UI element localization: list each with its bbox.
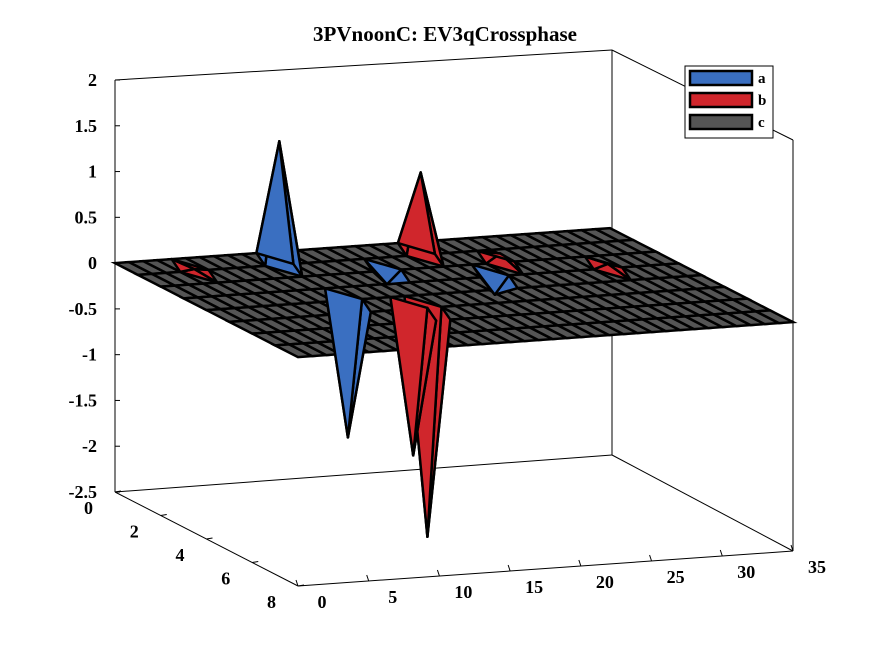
y-tick-label: 0 (84, 498, 93, 518)
y-tick-label: 4 (176, 545, 185, 565)
z-tick-label: 0.5 (75, 207, 98, 227)
x-tick-mark (790, 544, 794, 552)
spike-b (170, 257, 219, 284)
legend-swatch-a (688, 69, 754, 87)
spike-face (323, 287, 364, 439)
x-tick-mark (507, 564, 511, 572)
spike-b (583, 255, 633, 282)
spike-face (362, 257, 403, 286)
y-tick-label: 8 (267, 592, 276, 612)
spike-face (255, 140, 295, 266)
z-tick-label: -0.5 (69, 299, 98, 319)
x-tick-label: 15 (525, 577, 543, 597)
z-tick-label: 1.5 (75, 116, 98, 136)
x-tick-mark (578, 559, 582, 567)
y-tick-mark (206, 537, 213, 540)
spike-b (389, 295, 438, 457)
spike-a (255, 140, 304, 278)
y-tick-mark (160, 514, 167, 516)
x-tick-label: 10 (454, 582, 472, 602)
x-tick-label: 5 (388, 587, 397, 607)
z-tick-label: -1.5 (69, 390, 98, 410)
y-tick-mark (252, 561, 259, 563)
legend-label-a: a (758, 71, 766, 87)
surface-c (110, 226, 798, 359)
z-tick-label: 0 (88, 253, 97, 273)
x-tick-mark (719, 549, 723, 557)
z-tick-label: 2 (88, 70, 97, 90)
spike-face (476, 249, 516, 263)
y-tick-label: 2 (130, 522, 139, 542)
x-tick-mark (295, 579, 299, 587)
surface-layer (110, 140, 798, 539)
legend-swatch-b (688, 91, 754, 109)
spike-b (476, 249, 525, 276)
z-tick-label: 1 (88, 162, 97, 182)
spike-a (362, 257, 412, 286)
spike-b (396, 171, 445, 268)
z-tick-label: -1 (82, 345, 97, 365)
spike-a (470, 263, 519, 296)
spike-face (470, 263, 511, 296)
spike-face (170, 257, 210, 272)
spike-a (323, 287, 373, 439)
x-tick-label: 25 (667, 567, 685, 587)
x-tick-mark (366, 574, 370, 582)
z-tick-label: -2 (82, 436, 97, 456)
y-tick-mark (114, 490, 122, 493)
x-tick-label: 0 (318, 592, 327, 612)
x-tick-mark (436, 569, 440, 577)
spike-face (389, 295, 429, 457)
y-tick-mark (297, 584, 305, 587)
legend-label-c: c (758, 115, 765, 131)
ticks-layer: 21.510.50-0.5-1-1.5-2-2.50 5 10 15 20 25 30 350… (69, 70, 827, 612)
z-tick-label: -2.5 (69, 482, 98, 502)
spike-face (396, 171, 437, 256)
x-tick-label: 20 (596, 572, 614, 592)
chart-title: 3PVnoonC: EV3qCrossphase (313, 22, 577, 46)
y-tick-label: 6 (221, 569, 230, 589)
surface-cell (751, 309, 798, 325)
x-tick-label: 30 (737, 562, 755, 582)
x-tick-mark (649, 554, 653, 562)
x-tick-label: 35 (808, 557, 826, 577)
legend-label-b: b (758, 93, 766, 109)
legend-swatch-c (688, 113, 754, 131)
legend: abc (684, 65, 774, 139)
spike-face (583, 255, 624, 269)
